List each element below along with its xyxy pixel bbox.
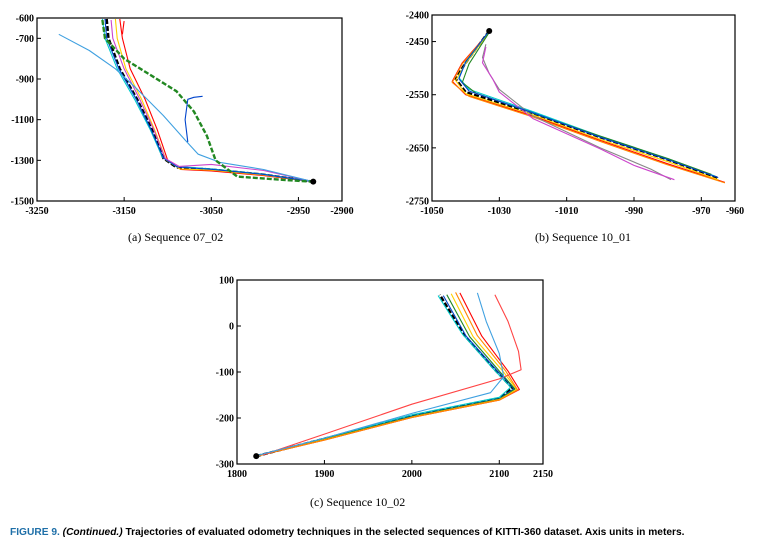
chart-a-xtick-label-0: -3250 [25,206,48,217]
chart-a-xtick-label-4: -2900 [330,206,353,217]
chart-c-xtick-label-3: 2100 [489,469,509,480]
chart-b-marker-0 [486,27,493,34]
chart-a-ytick-label-4: -1300 [11,156,34,167]
chart-panel-b: -1050 -1030 -1010 -990 -970 -960 -2400 -2450 -25… [380,0,770,250]
chart-b-xtick-label-2: -1010 [555,206,578,217]
chart-c-xtick-label-4: 2150 [533,469,553,480]
figure-caption-text: Trajectories of evaluated odometry techn… [125,527,685,538]
chart-b-series-1 [451,31,726,183]
chart-a-series-5 [110,19,314,183]
chart-c-series-7 [263,294,522,456]
chart-c-ytick-label-1: 0 [229,322,234,333]
chart-c-svg: 1800 1900 2000 2100 2150 100 0 -100 -200 -300 [216,276,553,481]
chart-c-ytick-label-0: 100 [219,276,234,287]
chart-b-xtick-label-4: -970 [692,206,710,217]
chart-a-series-group [58,18,314,183]
figure-label: FIGURE 9. [10,527,60,538]
chart-c-xtick-label-1: 1900 [314,469,334,480]
chart-a-series-6 [58,33,314,183]
chart-a-ytick-label-3: -1100 [11,115,34,126]
chart-panel-c: 1800 1900 2000 2100 2150 100 0 -100 -200 -300 (c)… [200,265,580,515]
chart-b-series-group [451,30,726,184]
chart-a-series-4 [104,18,314,183]
chart-a-marker-0 [310,178,317,185]
chart-b-svg: -1050 -1030 -1010 -990 -970 -960 -2400 -2450 -25… [406,11,745,218]
chart-b-xtick-label-1: -1030 [488,206,511,217]
chart-b-series-6 [481,44,672,181]
chart-a-series-1 [119,18,314,183]
chart-a-frame [36,17,343,202]
chart-c-series-group [255,292,522,458]
chart-c-series-5 [256,292,520,457]
chart-b-series-2 [451,31,726,184]
chart-a-subcaption: (a) Sequence 07_02 [128,230,224,244]
chart-c-series-3 [256,294,516,457]
figure-continued: (Continued.) [62,527,123,538]
chart-b-ytick-label-2: -2550 [406,90,429,101]
chart-c-ytick-label-4: -300 [216,460,234,471]
chart-a-xtick-label-1: -3150 [112,206,135,217]
chart-a-svg: -3250 -3150 -3050 -2950 -2900 -600 -700 -900 -11… [11,14,354,218]
chart-b-xtick-label-5: -960 [726,206,744,217]
chart-b-ytick-label-3: -2650 [406,143,429,154]
chart-c-xtick-label-2: 2000 [402,469,422,480]
chart-c-marker-0 [253,453,260,460]
chart-c-series-2 [256,295,512,457]
chart-a-ytick-label-2: -900 [16,75,34,86]
chart-a-series-8 [184,95,203,143]
chart-c-ytick-label-3: -200 [216,414,234,425]
chart-b-ytick-label-0: -2400 [406,11,429,22]
chart-a-series-9 [121,21,125,35]
chart-panel-a: -3250 -3150 -3050 -2950 -2900 -600 -700 -900 -11… [0,0,370,250]
chart-c-series-6 [256,292,519,457]
figure-caption: FIGURE 9. (Continued.) Trajectories of e… [10,527,765,538]
chart-c-series-4 [256,293,518,457]
chart-c-subcaption: (c) Sequence 10_02 [310,495,406,509]
chart-b-xtick-label-3: -990 [625,206,643,217]
chart-a-ytick-label-0: -600 [16,14,34,25]
chart-b-xtick-label-0: -1050 [420,206,443,217]
chart-b-ytick-label-4: -2750 [406,197,429,208]
chart-b-subcaption: (b) Sequence 10_01 [535,230,631,244]
chart-b-frame [431,14,736,202]
chart-c-ytick-label-2: -100 [216,368,234,379]
chart-b-ytick-label-1: -2450 [406,37,429,48]
chart-a-series-0 [105,18,314,183]
chart-b-series-8 [458,30,719,179]
chart-a-series-7 [101,19,314,183]
chart-a-xtick-label-2: -3050 [200,206,223,217]
chart-c-series-0 [255,294,514,458]
chart-a-xtick-label-3: -2950 [287,206,310,217]
chart-a-ytick-label-5: -1500 [11,197,34,208]
chart-b-series-7 [481,46,675,181]
chart-c-series-1 [256,295,515,457]
chart-c-xtick-label-0: 1800 [227,469,247,480]
chart-b-series-3 [455,31,719,181]
chart-c-series-8 [256,292,505,457]
chart-a-ytick-label-1: -700 [16,34,34,45]
chart-b-series-5 [461,32,712,175]
